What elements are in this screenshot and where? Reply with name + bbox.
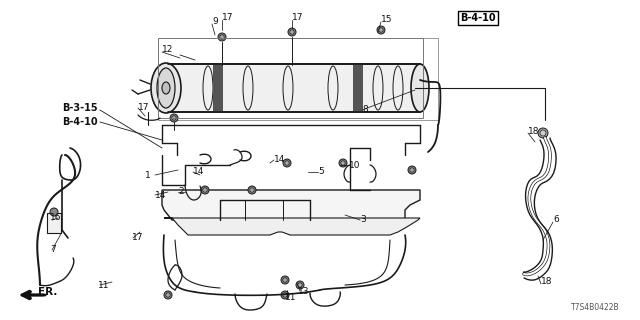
Circle shape [50, 208, 58, 216]
Text: 18: 18 [541, 277, 552, 286]
Text: 12: 12 [162, 45, 173, 54]
Text: 14: 14 [193, 167, 204, 177]
Circle shape [298, 283, 302, 287]
Circle shape [203, 188, 207, 192]
Text: T7S4B0422B: T7S4B0422B [572, 303, 620, 312]
Text: 7: 7 [50, 245, 56, 254]
Circle shape [283, 278, 287, 282]
Circle shape [341, 161, 345, 165]
Text: FR.: FR. [38, 287, 58, 297]
Text: 14: 14 [155, 190, 166, 199]
Text: 11: 11 [98, 281, 109, 290]
Circle shape [248, 186, 256, 194]
Bar [168, 64, 420, 112]
Circle shape [250, 188, 254, 192]
Ellipse shape [157, 68, 175, 108]
Circle shape [540, 130, 546, 136]
Circle shape [283, 159, 291, 167]
Circle shape [379, 28, 383, 32]
Circle shape [408, 166, 416, 174]
Circle shape [290, 30, 294, 34]
Circle shape [166, 293, 170, 297]
Circle shape [283, 293, 287, 297]
Text: 17: 17 [292, 13, 303, 22]
Bar [158, 38, 423, 118]
Circle shape [164, 291, 172, 299]
Text: 13: 13 [298, 286, 310, 295]
Ellipse shape [411, 64, 429, 112]
Circle shape [285, 161, 289, 165]
Text: 8: 8 [362, 106, 368, 115]
Text: B-4-10: B-4-10 [62, 117, 98, 127]
Text: 10: 10 [349, 161, 360, 170]
Text: 5: 5 [318, 167, 324, 177]
Polygon shape [162, 190, 420, 222]
Text: 18: 18 [528, 127, 540, 137]
Text: 11: 11 [285, 293, 296, 302]
Circle shape [296, 281, 304, 289]
Text: 1: 1 [145, 171, 151, 180]
Circle shape [218, 33, 226, 41]
Circle shape [538, 128, 548, 138]
Text: 2: 2 [178, 188, 184, 196]
Ellipse shape [151, 63, 181, 113]
Circle shape [172, 116, 176, 120]
Text: B-4-10: B-4-10 [460, 13, 495, 23]
Polygon shape [353, 64, 363, 112]
Circle shape [410, 168, 414, 172]
Circle shape [201, 186, 209, 194]
Circle shape [339, 159, 347, 167]
Polygon shape [213, 64, 223, 112]
Text: 6: 6 [553, 215, 559, 225]
Text: 16: 16 [50, 213, 61, 222]
Text: 9: 9 [212, 18, 218, 27]
Circle shape [170, 114, 178, 122]
Text: 15: 15 [381, 15, 392, 25]
Text: 17: 17 [138, 103, 150, 113]
Circle shape [377, 26, 385, 34]
Ellipse shape [161, 67, 175, 109]
Circle shape [288, 28, 296, 36]
Circle shape [220, 35, 224, 39]
Text: 14: 14 [274, 156, 285, 164]
Text: 17: 17 [132, 234, 143, 243]
Text: B-3-15: B-3-15 [62, 103, 98, 113]
Circle shape [281, 276, 289, 284]
Circle shape [281, 291, 289, 299]
Text: 17: 17 [222, 13, 234, 22]
Polygon shape [164, 218, 420, 235]
Bar [47, 213, 61, 233]
Bar [158, 38, 438, 120]
Ellipse shape [162, 82, 170, 94]
Text: 3: 3 [360, 215, 365, 225]
